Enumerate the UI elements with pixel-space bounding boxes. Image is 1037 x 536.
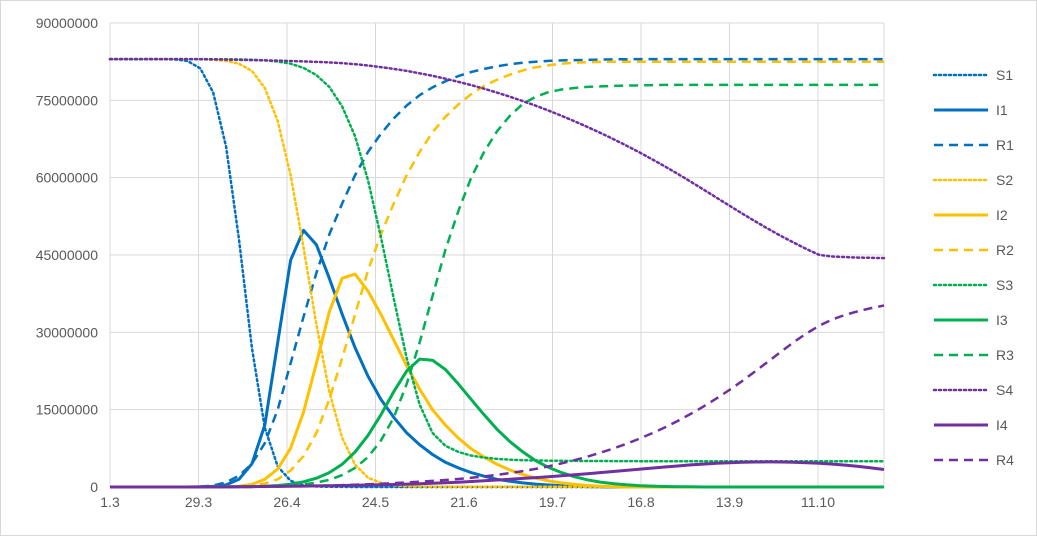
- x-tick-label: 26.4: [273, 494, 300, 510]
- legend-label-i1: I1: [996, 102, 1008, 118]
- x-tick-label: 11.10: [801, 494, 835, 510]
- series-line-r2: [110, 60, 884, 489]
- series-lines: [108, 57, 886, 489]
- series-line-s3: [108, 57, 886, 463]
- y-tick-label: 60000000: [36, 170, 99, 186]
- series-line-s2: [108, 57, 886, 489]
- x-tick-label: 24.5: [362, 494, 389, 510]
- legend-label-i2: I2: [996, 207, 1008, 223]
- y-tick-label: 90000000: [36, 15, 99, 31]
- y-tick-label: 15000000: [36, 402, 99, 418]
- series-line-r4: [110, 304, 885, 489]
- series-line-s4: [108, 57, 886, 260]
- series-line-i3: [110, 357, 884, 489]
- series-line-s1: [108, 57, 886, 489]
- legend-label-i4: I4: [996, 417, 1008, 433]
- x-tick-label: 29.3: [185, 494, 212, 510]
- series-line-r3: [110, 83, 884, 489]
- series-line-i4: [110, 460, 885, 489]
- legend-label-r2: R2: [996, 242, 1014, 258]
- x-tick-label: 13.9: [716, 494, 743, 510]
- legend-label-s1: S1: [996, 67, 1013, 83]
- y-axis-tick-labels: 0 15000000 30000000 45000000 60000000 7500000…: [36, 15, 99, 495]
- x-tick-label: 21.6: [450, 494, 477, 510]
- series-line-i2: [110, 272, 884, 489]
- legend-label-r3: R3: [996, 347, 1014, 363]
- x-tick-label: 1.3: [100, 494, 120, 510]
- y-tick-label: 75000000: [36, 92, 99, 108]
- legend: S1 I1 R1 S2 I2 R2 S3 I3 R3 S4 I4 R4: [932, 67, 1014, 468]
- legend-label-s3: S3: [996, 277, 1013, 293]
- y-tick-label: 45000000: [36, 247, 99, 263]
- legend-label-r1: R1: [996, 137, 1014, 153]
- legend-label-r4: R4: [996, 452, 1014, 468]
- y-tick-label: 30000000: [36, 324, 99, 340]
- x-tick-label: 19.7: [539, 494, 566, 510]
- legend-label-s2: S2: [996, 172, 1013, 188]
- series-line-r1: [110, 57, 884, 489]
- x-axis-tick-labels: 1.3 29.3 26.4 24.5 21.6 19.7 16.8 13.9 11.10: [100, 494, 835, 510]
- series-line-i1: [110, 228, 884, 489]
- y-tick-label: 0: [90, 479, 98, 495]
- legend-label-i3: I3: [996, 312, 1008, 328]
- x-tick-label: 16.8: [627, 494, 654, 510]
- legend-label-s4: S4: [996, 382, 1013, 398]
